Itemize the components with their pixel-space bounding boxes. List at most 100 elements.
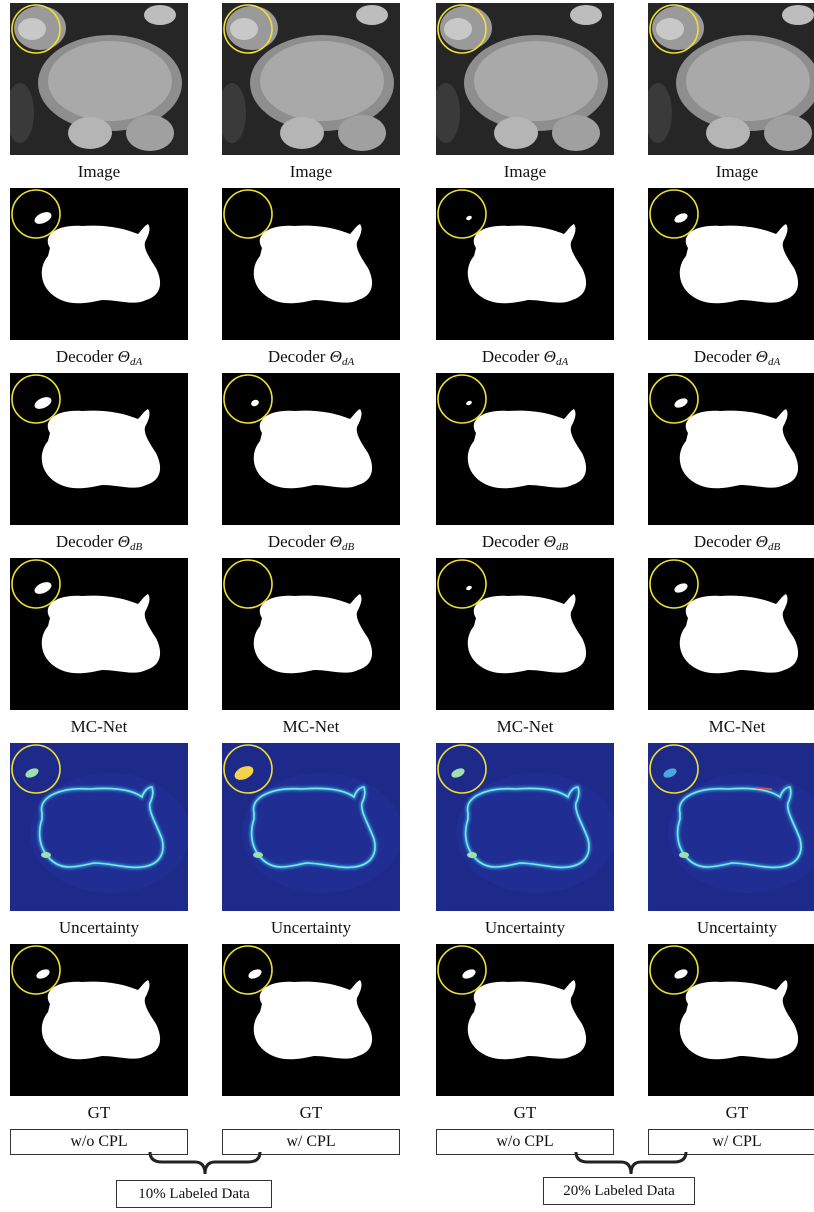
highlight-circle bbox=[11, 4, 61, 54]
panel-caption: GT bbox=[436, 1096, 614, 1129]
decoder-subscript: dA bbox=[555, 356, 569, 368]
theta-symbol: Θ bbox=[117, 532, 130, 551]
panel-caption: Decoder ΘdA bbox=[648, 340, 814, 373]
image-tile bbox=[436, 3, 614, 155]
theta-symbol: Θ bbox=[755, 532, 768, 551]
caption-text: Image bbox=[715, 162, 759, 181]
mri-ventricle-left bbox=[280, 117, 324, 149]
uncertainty-hotspot bbox=[451, 768, 465, 778]
uncertainty-edge-spot bbox=[253, 852, 263, 858]
theta-symbol: Θ bbox=[755, 347, 768, 366]
caption-text: Decoder bbox=[267, 347, 326, 366]
image-panel bbox=[10, 3, 188, 155]
uncertainty-panel bbox=[648, 743, 814, 911]
mask-atrium bbox=[467, 980, 587, 1060]
mask-tile bbox=[648, 373, 814, 525]
result-column-4: Image Decoder ΘdA Decoder ΘdB MC-Net Uncerta… bbox=[648, 3, 814, 1155]
mask-panel bbox=[222, 188, 400, 340]
caption-text: MC-Net bbox=[496, 717, 554, 736]
mask-tile bbox=[10, 558, 188, 710]
brace-path bbox=[148, 1151, 262, 1175]
uncertainty-red-trace bbox=[755, 787, 773, 790]
mask-atrium bbox=[253, 224, 373, 304]
result-column-2: Image Decoder ΘdA Decoder ΘdB MC-Net Uncerta… bbox=[222, 3, 400, 1155]
panel-caption: GT bbox=[10, 1096, 188, 1129]
caption-text: Uncertainty bbox=[696, 918, 778, 937]
panel-caption: Decoder ΘdB bbox=[222, 525, 400, 558]
mri-dark-region bbox=[222, 83, 246, 143]
mask-tile bbox=[436, 188, 614, 340]
theta-symbol: Θ bbox=[543, 532, 556, 551]
highlight-circle bbox=[11, 374, 61, 424]
panel-caption: Image bbox=[436, 155, 614, 188]
mri-vessel-core bbox=[656, 18, 684, 40]
caption-text: Decoder bbox=[55, 347, 114, 366]
highlight-circle bbox=[649, 4, 699, 54]
mask-panel bbox=[648, 944, 814, 1096]
image-panel bbox=[222, 3, 400, 155]
mri-scan bbox=[10, 3, 188, 155]
theta-symbol: Θ bbox=[329, 532, 342, 551]
caption-text: Decoder bbox=[481, 347, 540, 366]
mask-tile bbox=[222, 944, 400, 1096]
mask-small-structure bbox=[251, 399, 259, 407]
mask-small-structure bbox=[466, 585, 472, 591]
caption-text: Decoder bbox=[267, 532, 326, 551]
caption-text: Image bbox=[289, 162, 333, 181]
highlight-circle bbox=[437, 744, 487, 794]
setting-label: w/o CPL bbox=[10, 1129, 188, 1155]
mri-top-structure bbox=[144, 5, 176, 25]
mri-ventricle-left bbox=[494, 117, 538, 149]
mri-top-structure bbox=[782, 5, 814, 25]
panel-caption: Uncertainty bbox=[222, 911, 400, 944]
mask-atrium bbox=[679, 224, 799, 304]
theta-symbol: Θ bbox=[117, 347, 130, 366]
panel-caption: MC-Net bbox=[648, 710, 814, 743]
mask-tile bbox=[436, 558, 614, 710]
highlight-circle bbox=[437, 374, 487, 424]
uncertainty-edge-spot bbox=[679, 852, 689, 858]
mask-tile bbox=[648, 944, 814, 1096]
panel-caption: Decoder ΘdB bbox=[436, 525, 614, 558]
highlight-circle bbox=[223, 374, 273, 424]
mask-panel bbox=[436, 558, 614, 710]
caption-text: Uncertainty bbox=[484, 918, 566, 937]
uncertainty-tile bbox=[10, 743, 188, 911]
mask-atrium bbox=[679, 980, 799, 1060]
panel-caption: Decoder ΘdB bbox=[648, 525, 814, 558]
mask-atrium bbox=[253, 409, 373, 489]
panel-caption: Image bbox=[222, 155, 400, 188]
group-brace bbox=[574, 1151, 688, 1175]
mask-small-structure bbox=[462, 969, 476, 979]
panel-caption: GT bbox=[222, 1096, 400, 1129]
setting-label: w/ CPL bbox=[648, 1129, 814, 1155]
mri-atrium-core bbox=[260, 41, 384, 121]
highlight-circle bbox=[649, 945, 699, 995]
panel-caption: MC-Net bbox=[436, 710, 614, 743]
mask-tile bbox=[222, 558, 400, 710]
decoder-subscript: dB bbox=[555, 541, 569, 553]
mask-small-structure bbox=[248, 969, 262, 979]
mask-panel bbox=[648, 188, 814, 340]
mask-atrium bbox=[253, 980, 373, 1060]
mask-tile bbox=[10, 188, 188, 340]
uncertainty-panel bbox=[222, 743, 400, 911]
panel-caption: MC-Net bbox=[10, 710, 188, 743]
mask-panel bbox=[222, 558, 400, 710]
highlight-circle bbox=[11, 559, 61, 609]
mri-scan bbox=[222, 3, 400, 155]
panel-caption: Uncertainty bbox=[648, 911, 814, 944]
decoder-subscript: dB bbox=[129, 541, 143, 553]
mask-small-structure bbox=[36, 969, 50, 979]
mask-tile bbox=[436, 944, 614, 1096]
highlight-circle bbox=[437, 189, 487, 239]
setting-label: w/ CPL bbox=[222, 1129, 400, 1155]
uncertainty-haze bbox=[242, 773, 400, 893]
highlight-circle bbox=[649, 189, 699, 239]
uncertainty-boundary bbox=[250, 786, 376, 869]
mri-dark-region bbox=[10, 83, 34, 143]
uncertainty-haze bbox=[456, 773, 614, 893]
mask-tile bbox=[436, 373, 614, 525]
mri-ventricle-right bbox=[552, 115, 600, 151]
uncertainty-haze bbox=[668, 773, 814, 893]
